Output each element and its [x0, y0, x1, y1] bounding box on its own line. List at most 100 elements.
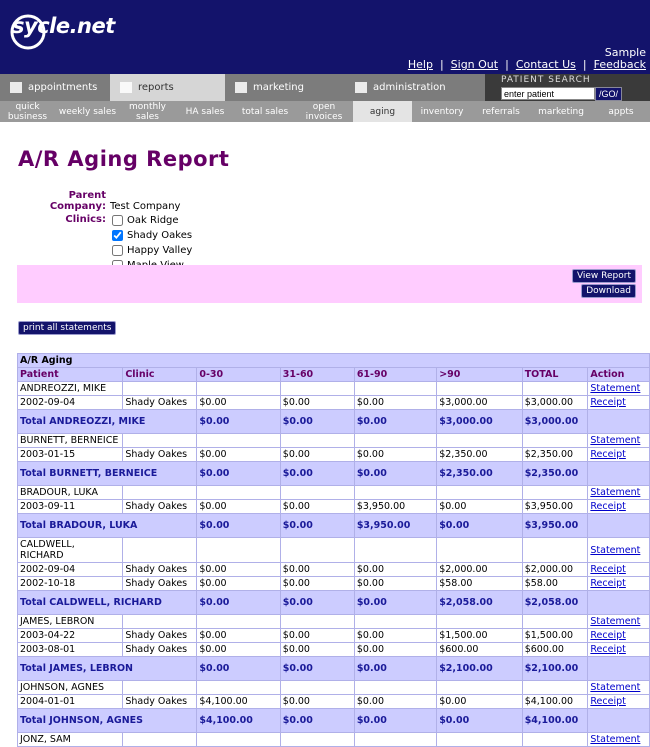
statement-link[interactable]: Statement [590, 734, 641, 745]
total-cell: $3,950.00 [354, 514, 437, 537]
subnav-item[interactable]: aging [353, 101, 412, 122]
entry-cell: $4,100.00 [522, 695, 588, 708]
clinic-checkbox[interactable] [112, 230, 123, 241]
entry-row: 2002-09-04 Shady Oakes $0.00 $0.00 $0.00 $2,0… [18, 563, 649, 576]
total-row: Total BRADOUR, LUKA $0.00 $0.00 $3,950.00 $0… [18, 514, 649, 537]
subnav-item[interactable]: marketing [538, 106, 584, 117]
entry-row: 2002-10-18 Shady Oakes $0.00 $0.00 $0.00 $58.… [18, 577, 649, 590]
clinic-checkbox[interactable] [112, 245, 123, 256]
action-cell: Statement [588, 681, 649, 694]
empty-cell [123, 733, 197, 746]
subnav-item[interactable]: weekly sales [58, 106, 117, 117]
tab-icon [10, 82, 22, 93]
subnav-item[interactable]: total sales [241, 106, 289, 117]
empty-cell [123, 486, 197, 499]
statement-link[interactable]: Statement [590, 544, 641, 556]
receipt-link[interactable]: Receipt [590, 696, 626, 707]
receipt-link[interactable]: Receipt [590, 630, 626, 641]
empty-cell [354, 681, 437, 694]
empty-cell [123, 615, 197, 628]
entry-cell: $0.00 [280, 500, 354, 513]
receipt-link[interactable]: Receipt [590, 397, 626, 408]
tab-label: administration [373, 82, 446, 93]
subnav-item[interactable]: open invoices [305, 101, 343, 122]
subnav-item[interactable]: monthly sales [128, 101, 167, 122]
header-link[interactable]: Contact Us [515, 58, 576, 71]
subnav-item[interactable]: HA sales [185, 106, 225, 117]
action-cell: Receipt [588, 500, 649, 513]
nav-bar: appointments reports marketing administrati… [0, 74, 650, 101]
total-cell: $4,100.00 [522, 709, 588, 732]
total-cell: $0.00 [280, 709, 354, 732]
parent-value: Test Company [110, 201, 181, 212]
header-link[interactable]: Sign Out [450, 58, 499, 71]
statement-link[interactable]: Statement [590, 616, 641, 627]
statement-link[interactable]: Statement [590, 383, 641, 394]
nav-tab[interactable]: administration [345, 74, 485, 101]
nav-tab[interactable]: appointments [0, 74, 110, 101]
empty-cell [197, 538, 280, 562]
total-cell: $0.00 [280, 462, 354, 485]
search-button[interactable]: /GO/ [595, 86, 623, 101]
entry-cell: $0.00 [437, 695, 522, 708]
total-cell: $0.00 [354, 591, 437, 614]
total-cell: Total JOHNSON, AGNES [18, 709, 197, 732]
patient-row: JAMES, LEBRON Statement [18, 615, 649, 628]
total-cell: $0.00 [437, 514, 522, 537]
header-link[interactable]: Help [407, 58, 433, 71]
total-cell: Total JAMES, LEBRON [18, 657, 197, 680]
print-button[interactable]: print all statements [18, 321, 117, 335]
statement-link[interactable]: Statement [590, 487, 641, 498]
receipt-link[interactable]: Receipt [590, 578, 626, 589]
entry-cell: 2002-10-18 [18, 577, 123, 590]
statement-link[interactable]: Statement [590, 682, 641, 693]
logo-icon [10, 14, 46, 50]
entry-cell: $0.00 [197, 396, 280, 409]
receipt-link[interactable]: Receipt [590, 564, 626, 575]
column-header: 0-30 [197, 368, 280, 381]
subnav-item[interactable]: inventory [420, 106, 464, 117]
subnav-item[interactable]: referrals [482, 106, 520, 117]
search-input[interactable] [501, 87, 595, 100]
empty-cell [197, 486, 280, 499]
nav-tab[interactable]: marketing [225, 74, 345, 101]
total-cell: Total ANDREOZZI, MIKE [18, 410, 197, 433]
action-cell: Statement [588, 382, 649, 395]
patient-name: JONZ, SAM [18, 733, 123, 746]
nav-tab[interactable]: reports [110, 74, 225, 101]
total-cell: $0.00 [280, 514, 354, 537]
total-cell: $2,100.00 [437, 657, 522, 680]
total-cell: $0.00 [197, 514, 280, 537]
receipt-link[interactable]: Receipt [590, 644, 626, 655]
entry-cell: Shady Oakes [123, 500, 197, 513]
header-link[interactable]: Feedback [593, 58, 646, 71]
clinic-option: Happy Valley [112, 243, 192, 258]
action-cell: Statement [588, 434, 649, 447]
action-cell: Receipt [588, 577, 649, 590]
tab-icon [120, 82, 132, 93]
empty-cell [197, 434, 280, 447]
receipt-link[interactable]: Receipt [590, 501, 626, 512]
receipt-link[interactable]: Receipt [590, 449, 626, 460]
total-cell: $2,058.00 [437, 591, 522, 614]
entry-cell: $2,350.00 [437, 448, 522, 461]
entry-cell: $0.00 [197, 563, 280, 576]
entry-cell: $0.00 [354, 577, 437, 590]
report-button[interactable]: Download [581, 284, 636, 298]
subnav-item[interactable]: quick business [7, 101, 48, 122]
separator: | [439, 58, 444, 71]
action-cell: Receipt [588, 643, 649, 656]
parent-row: Parent Company: Test Company [18, 190, 192, 212]
subnav-item[interactable]: appts [608, 106, 634, 117]
empty-cell [354, 486, 437, 499]
report-button[interactable]: View Report [571, 269, 636, 283]
empty-cell [197, 681, 280, 694]
empty-cell [280, 733, 354, 746]
entry-cell: $58.00 [522, 577, 588, 590]
statement-link[interactable]: Statement [590, 435, 641, 446]
column-header: Patient [18, 368, 123, 381]
entry-row: 2003-04-22 Shady Oakes $0.00 $0.00 $0.00 $1,5… [18, 629, 649, 642]
clinic-checkbox[interactable] [112, 215, 123, 226]
search-label: PATIENT SEARCH [501, 75, 591, 85]
